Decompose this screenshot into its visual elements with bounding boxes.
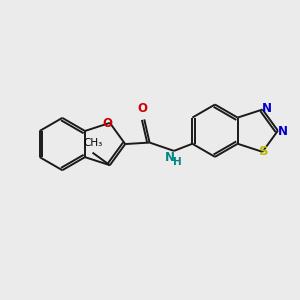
Text: H: H — [172, 157, 181, 167]
Text: S: S — [259, 145, 268, 158]
Text: O: O — [103, 117, 112, 130]
Text: O: O — [138, 102, 148, 115]
Text: N: N — [165, 151, 175, 164]
Text: N: N — [278, 125, 288, 138]
Text: CH₃: CH₃ — [83, 138, 103, 148]
Text: N: N — [262, 102, 272, 115]
